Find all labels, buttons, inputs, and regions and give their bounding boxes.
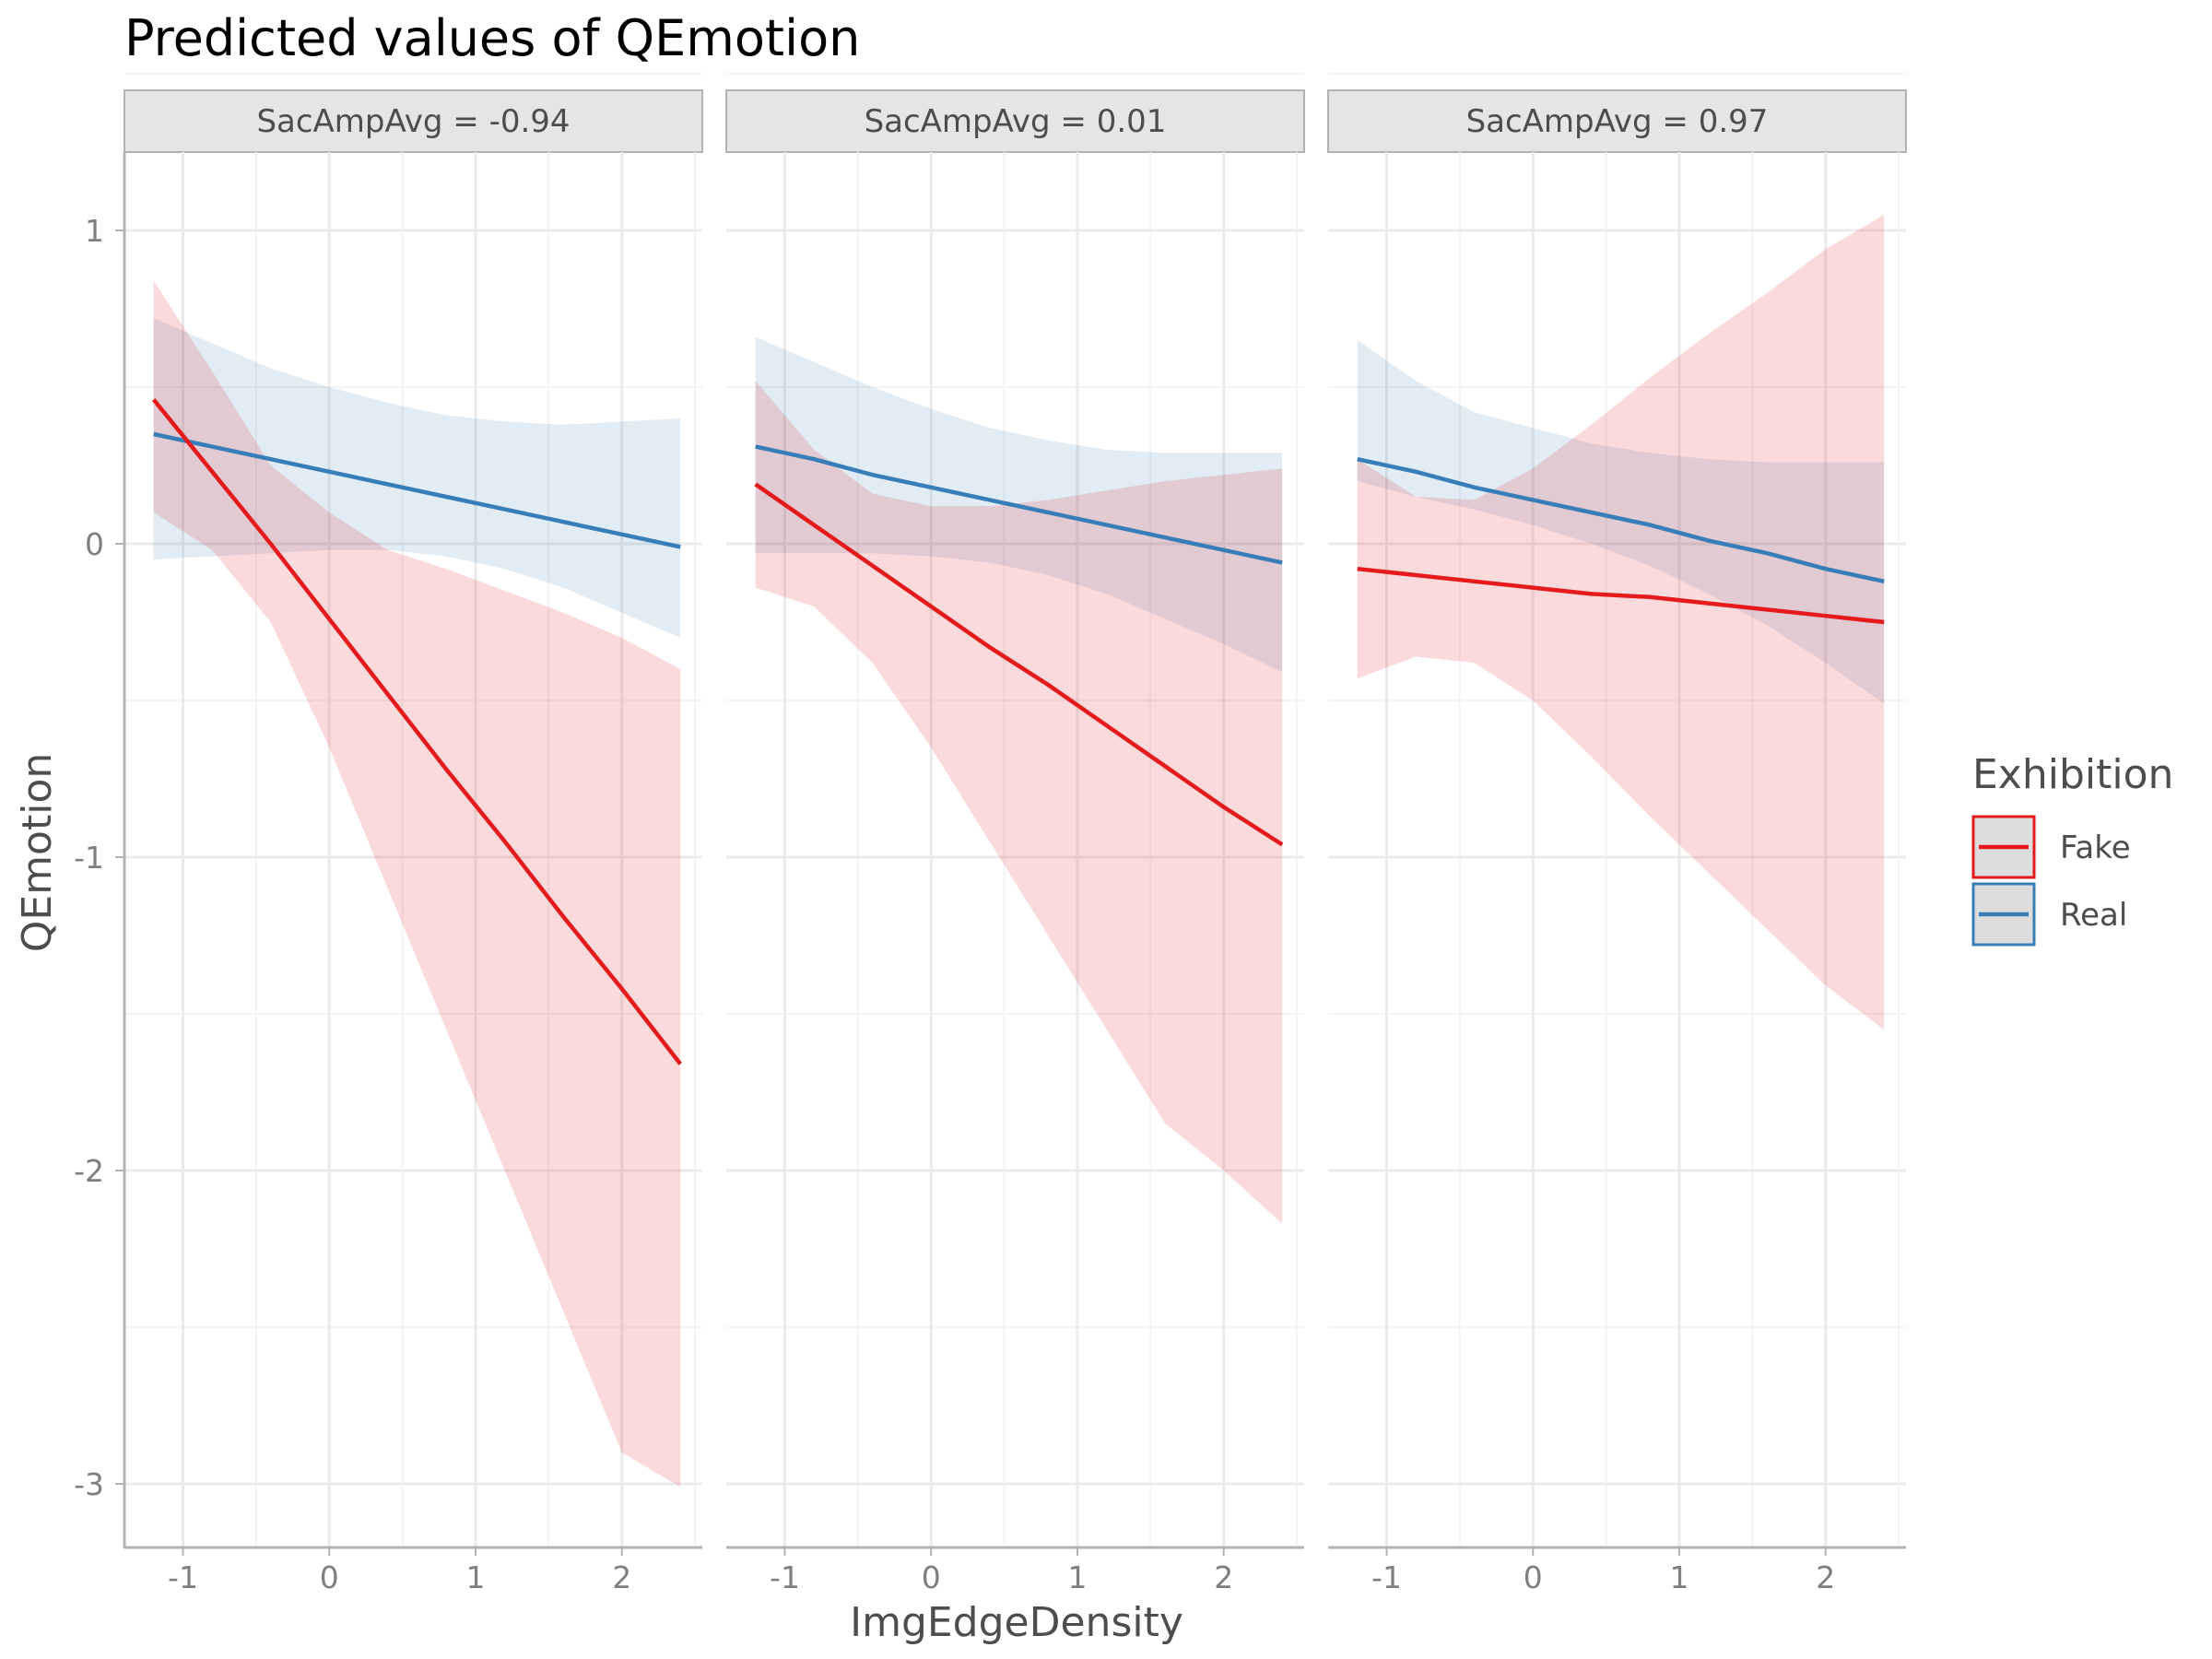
x-tick-label: -1 [168,1559,198,1595]
y-tick-label: -2 [74,1153,104,1189]
facet-panels: SacAmpAvg = -0.94-1 0 1 210-1-2-3SacAmpAvg … [74,73,1907,1595]
facet-strip-label: SacAmpAvg = -0.94 [256,103,570,140]
gridlines [726,73,1304,1547]
y-tick-label: -1 [74,840,104,876]
y-tick-label: 0 [85,526,104,562]
x-tick-label: -1 [770,1559,800,1595]
legend-label: Fake [2060,830,2131,866]
legend: Exhibition Fake Real [1971,751,2173,947]
legend-item-fake: Fake [1971,815,2131,879]
series-line-real [1357,456,1885,584]
legend-item-real: Real [1971,882,2127,947]
x-tick-label: 1 [1669,1559,1688,1595]
x-tick-label: -1 [1371,1559,1402,1595]
gridlines [124,73,702,1547]
confidence-band-fake [1357,215,1885,1030]
series-line-real [755,444,1283,565]
facet-panel: SacAmpAvg = 0.01 -1 0 1 2 [725,73,1305,1595]
series-line-real [153,431,681,549]
facet-strip [725,89,1305,153]
x-tick-label: 2 [612,1559,631,1595]
series-line-fake [151,398,682,1065]
confidence-band-real [1357,340,1885,704]
facet-strip [124,89,703,153]
x-tick-label: 0 [1524,1559,1543,1595]
x-tick-label: 1 [1067,1559,1087,1595]
facet-panel: SacAmpAvg = -0.94 -1 0 1 2 1 0 -1 -2 -3 [74,73,703,1595]
x-tick-label: 2 [1214,1559,1233,1595]
x-tick-label: 0 [320,1559,339,1595]
facet-strip [1327,89,1907,153]
y-tick-label: 1 [85,213,104,249]
y-tick-label: -3 [74,1466,104,1502]
confidence-band-real [153,318,681,638]
legend-label: Real [2060,897,2127,934]
x-tick-label: 2 [1816,1559,1835,1595]
legend-title: Exhibition [1972,751,2173,798]
series-line-fake [754,482,1284,847]
confidence-band-fake [755,381,1283,1224]
chart-title: Predicted values of QEmotion [124,9,860,67]
gridlines [1328,73,1906,1547]
series-line-fake [1357,566,1885,625]
y-axis-title: QEmotion [14,753,61,953]
facet-strip-label: SacAmpAvg = 0.01 [865,103,1167,140]
facet-strip-label: SacAmpAvg = 0.97 [1466,103,1769,140]
x-axis-title: ImgEdgeDensity [850,1599,1183,1646]
x-tick-label: 0 [922,1559,941,1595]
confidence-band-fake [153,280,681,1488]
x-tick-label: 1 [465,1559,485,1595]
facet-panel: SacAmpAvg = 0.97 -1 0 1 2 [1327,73,1907,1595]
